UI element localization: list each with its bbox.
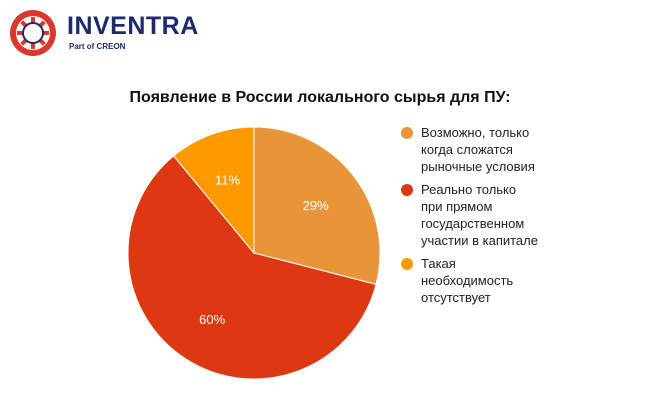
pie-slice-2 bbox=[172, 126, 255, 255]
legend-item-2: Такая необходимость отсутствует bbox=[401, 255, 571, 306]
inventra-logo: INVENTRA Part of CREON bbox=[8, 8, 208, 58]
legend-swatch-1 bbox=[401, 184, 413, 196]
logo-name: INVENTRA bbox=[67, 12, 199, 40]
legend-label-0: Возможно, только когда сложатся рыночные… bbox=[421, 125, 535, 174]
legend-label-1: Реально только при прямом государственно… bbox=[421, 182, 538, 248]
legend-item-0: Возможно, только когда сложатся рыночные… bbox=[401, 124, 571, 175]
inventra-gear-icon bbox=[10, 10, 56, 56]
logo-tagline: Part of CREON bbox=[69, 42, 126, 51]
legend-item-1: Реально только при прямом государственно… bbox=[401, 181, 571, 249]
legend-swatch-2 bbox=[401, 258, 413, 270]
legend-swatch-0 bbox=[401, 127, 413, 139]
chart-title: Появление в России локального сырья для … bbox=[129, 89, 511, 106]
pie-data-label-2: 11% bbox=[215, 172, 240, 187]
pie-slice-0 bbox=[253, 126, 381, 285]
chart-legend: Возможно, только когда сложатся рыночные… bbox=[401, 124, 571, 312]
pie-data-label-1: 60% bbox=[199, 312, 225, 327]
legend-label-2: Такая необходимость отсутствует bbox=[421, 256, 514, 305]
pie-slice-1 bbox=[127, 155, 377, 380]
pie-data-label-0: 29% bbox=[303, 198, 329, 213]
